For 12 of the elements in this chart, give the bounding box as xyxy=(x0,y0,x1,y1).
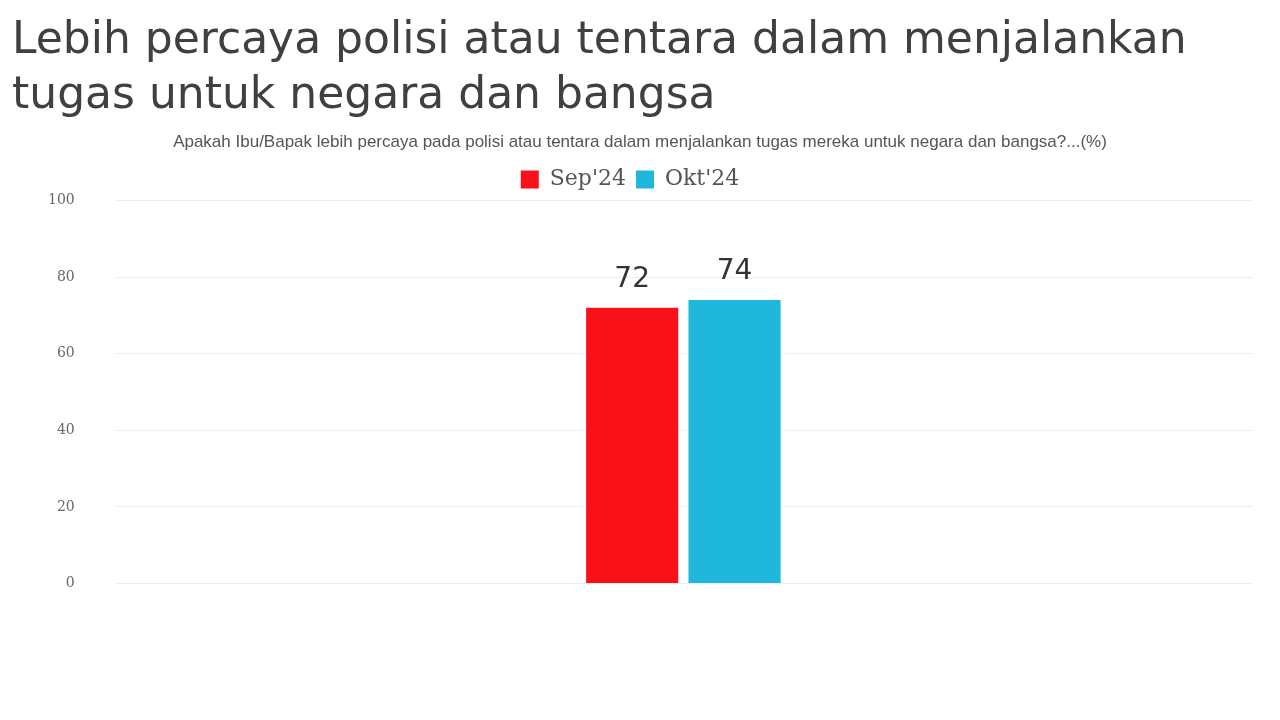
y-tick-label: 0 xyxy=(65,574,75,591)
chart-subtitle: Apakah Ibu/Bapak lebih percaya pada polisi atau tentara dalam menjalankan tugas mereka untuk negara dan bangsa?...(%) xyxy=(172,132,1108,152)
data-label: 72 xyxy=(614,260,650,294)
chart-title: Lebih percaya polisi atau tentara dalam menjalankan tugas untuk negara dan bangsa xyxy=(12,11,1188,120)
y-tick-label: 60 xyxy=(56,344,75,361)
y-tick-label: 20 xyxy=(56,497,75,514)
y-tick-label: 80 xyxy=(56,267,75,284)
legend-label: Okt'24 xyxy=(664,165,740,191)
y-tick-label: 100 xyxy=(47,191,75,208)
data-label: 74 xyxy=(716,253,753,287)
legend-label: Sep'24 xyxy=(549,165,626,191)
y-tick-label: 40 xyxy=(56,420,75,437)
